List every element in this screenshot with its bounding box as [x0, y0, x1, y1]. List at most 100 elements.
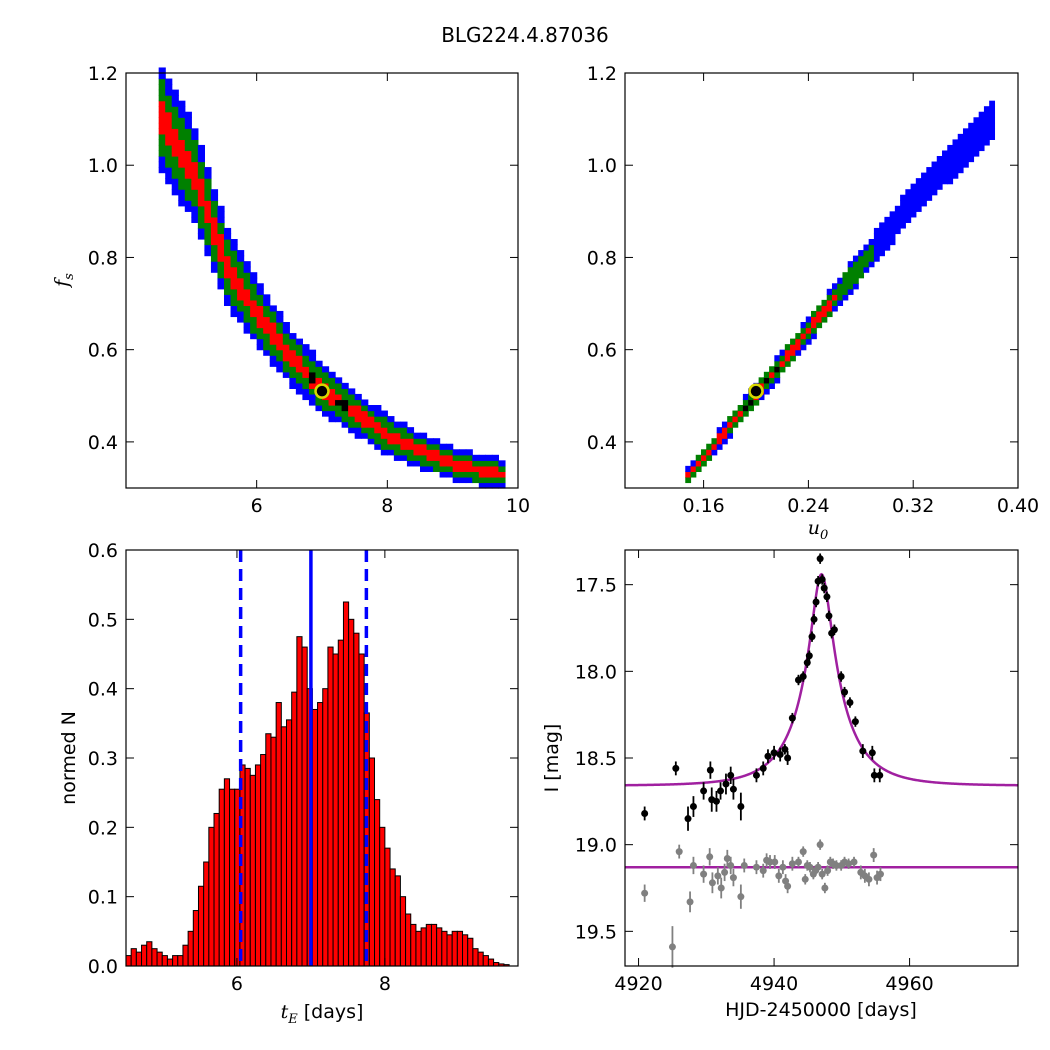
lightcurve-data	[624, 553, 1019, 968]
density-cell	[335, 377, 343, 384]
density-cell	[811, 327, 817, 334]
density-cell	[989, 133, 996, 140]
density-cell	[302, 344, 310, 351]
density-cell	[900, 205, 906, 212]
density-cell	[478, 454, 486, 461]
density-cell	[289, 355, 297, 362]
density-cell	[335, 410, 343, 417]
density-cell	[341, 393, 349, 401]
density-cell	[322, 399, 330, 406]
density-cell	[852, 283, 859, 290]
density-cell	[178, 128, 186, 135]
density-cell	[243, 266, 251, 273]
density-cell	[191, 167, 199, 174]
density-cell	[237, 266, 245, 273]
density-cell	[224, 299, 232, 306]
data-point	[700, 787, 708, 795]
density-cell	[224, 250, 232, 257]
density-cell	[367, 427, 375, 434]
density-cell	[978, 144, 985, 152]
density-cell	[842, 277, 849, 284]
density-cell	[191, 183, 199, 190]
density-cell	[374, 432, 382, 439]
density-cell	[341, 405, 349, 412]
density-cell	[700, 449, 707, 456]
density-cell	[250, 310, 258, 318]
density-cell	[204, 244, 212, 251]
density-cell	[795, 338, 802, 345]
x-tick-label: 10	[506, 495, 530, 517]
data-point	[870, 771, 878, 779]
data-point	[776, 751, 784, 759]
histogram-bar	[197, 885, 205, 967]
data-point	[823, 593, 831, 601]
density-cell	[485, 460, 493, 467]
density-cell	[165, 84, 173, 91]
data-point	[684, 815, 692, 823]
density-cell	[210, 233, 219, 240]
density-cell	[210, 255, 219, 262]
density-cell	[335, 382, 343, 389]
density-cell	[263, 294, 271, 301]
density-cell	[790, 338, 796, 345]
density-cell	[868, 250, 875, 257]
lightcurve-panel: 4920 4940 4960 17.5 18.0 18.5 19.0 19.5 HJD-245…	[541, 549, 1019, 1021]
density-cell	[171, 133, 179, 140]
density-cell	[968, 122, 975, 129]
density-cell	[695, 460, 702, 467]
density-cell	[328, 393, 336, 401]
density-cell	[276, 338, 284, 345]
density-cell	[400, 449, 408, 456]
density-cell	[779, 355, 786, 362]
density-cell	[210, 222, 219, 229]
density-cell	[230, 255, 238, 262]
density-cell	[931, 189, 938, 196]
density-cell	[165, 139, 173, 146]
density-cell	[459, 471, 467, 478]
density-cell	[968, 144, 975, 152]
density-cell	[158, 144, 166, 152]
density-cell	[224, 255, 232, 262]
density-cell	[295, 377, 303, 384]
density-cell	[784, 349, 791, 356]
y-tick-label: 0.3	[88, 748, 118, 770]
density-cell	[393, 449, 401, 456]
density-cell	[367, 410, 375, 417]
lightcurve-axes-frame	[624, 549, 1019, 967]
density-cell	[289, 333, 297, 340]
density-cell	[931, 178, 938, 185]
density-cell	[858, 255, 865, 262]
data-point	[689, 803, 697, 811]
y-tick-label: 0.4	[587, 432, 617, 454]
density-cell	[197, 156, 205, 163]
density-cell	[250, 316, 258, 323]
histogram-bar	[384, 847, 391, 967]
density-cell	[983, 122, 990, 129]
density-cell	[947, 167, 954, 174]
residual-point	[816, 841, 824, 849]
density-cell	[178, 156, 186, 163]
density-cell	[973, 144, 980, 152]
density-cell	[224, 266, 232, 273]
density-cell	[721, 427, 728, 434]
data-point	[752, 771, 760, 779]
density-cell	[171, 117, 179, 124]
density-cell	[816, 316, 823, 323]
density-cell	[769, 371, 775, 378]
density-cell	[224, 283, 232, 290]
density-cell	[191, 144, 199, 152]
density-cell	[250, 305, 258, 312]
density-cell	[957, 144, 964, 152]
density-cell	[426, 454, 434, 461]
density-cell	[989, 128, 996, 135]
residual-point	[775, 872, 783, 880]
histogram-bar	[441, 930, 448, 967]
density-cell	[842, 288, 849, 295]
density-cell	[328, 405, 336, 412]
histogram-bar	[374, 799, 381, 967]
density-cell	[224, 288, 232, 295]
density-cell	[957, 133, 964, 140]
density-cell	[769, 366, 775, 373]
fs-vs-u0-density-cells	[685, 100, 996, 484]
histogram-bar	[182, 944, 189, 967]
